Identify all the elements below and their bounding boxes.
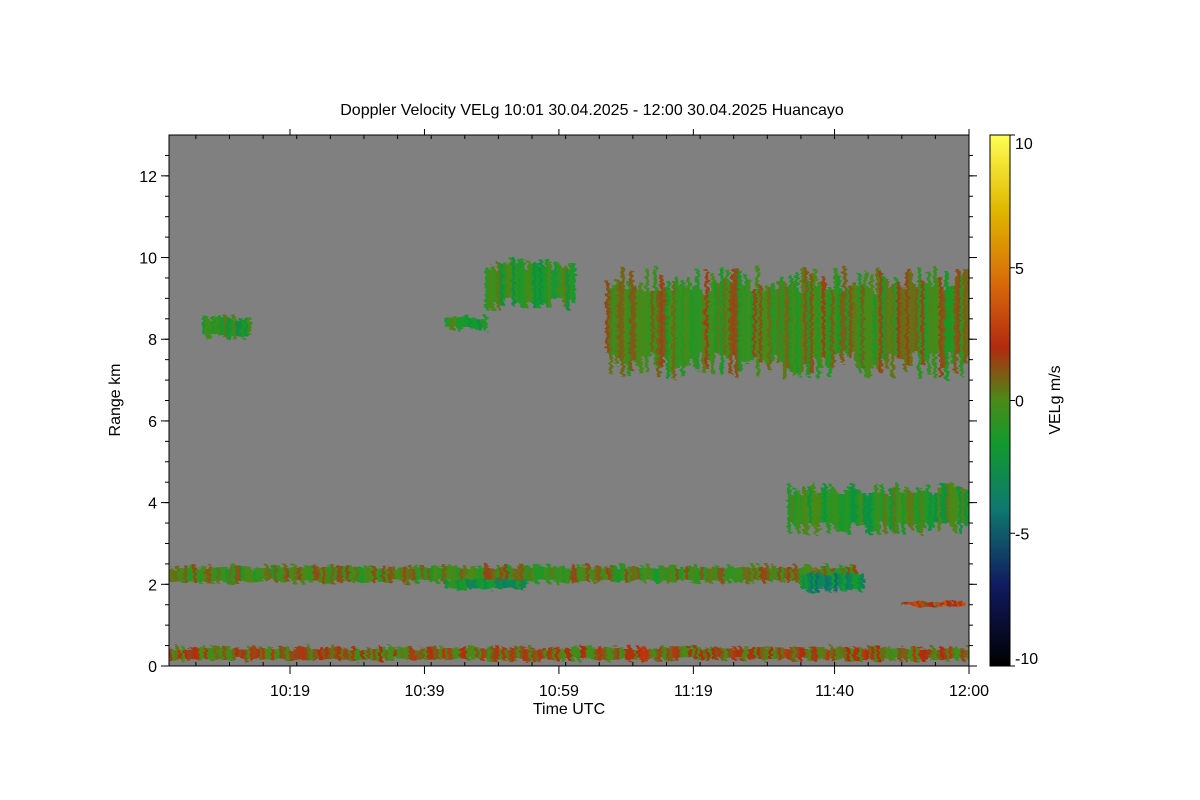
cloud-8-4km-small: [444, 315, 488, 331]
y-tick-label: 4: [148, 496, 157, 513]
x-tick-label: 10:39: [404, 683, 444, 700]
low-cloud-tail: [800, 572, 865, 593]
cloud-4km-layer: [787, 482, 969, 536]
chart-title: Doppler Velocity VELg 10:01 30.04.2025 -…: [340, 102, 844, 119]
y-tick-label: 0: [148, 659, 157, 676]
y-tick-label: 10: [139, 251, 157, 268]
colorbar-tick-label: 0: [1015, 394, 1024, 411]
colorbar: [989, 134, 1011, 667]
y-tick-label: 12: [139, 169, 157, 186]
x-tick-label: 10:59: [539, 683, 579, 700]
colorbar-label: VELg m/s: [1047, 365, 1064, 434]
echo-features: [169, 257, 969, 662]
colorbar-tick-label: -10: [1015, 651, 1038, 668]
x-tick-label: 10:19: [270, 683, 310, 700]
cloud-upper-layer: [606, 265, 969, 380]
colorbar-tick-label: -5: [1015, 526, 1029, 543]
x-tick-label: 11:40: [815, 683, 854, 700]
cloud-9km-mid: [485, 257, 576, 311]
x-axis-label: Time UTC: [533, 701, 605, 718]
axis-ticks: 10:19 10:39 10:59 11:19 11:40 12:00 0 2 4 6 8 10 12: [139, 129, 989, 700]
lower-cloud-patch: [444, 578, 527, 591]
x-tick-label: 12:00: [949, 683, 989, 700]
colorbar-ticks: 10 5 0 -5 -10: [1010, 134, 1038, 668]
y-axis-label: Range km: [107, 364, 124, 437]
near-ground-echo: [169, 645, 969, 662]
y-tick-label: 6: [148, 414, 157, 431]
y-tick-label: 8: [148, 332, 157, 349]
colorbar-tick-label: 10: [1015, 136, 1033, 153]
x-tick-label: 11:19: [674, 683, 713, 700]
cloud-8-5km-left: [202, 315, 252, 340]
y-tick-label: 2: [148, 577, 157, 594]
small-echo-1-5km: [901, 600, 966, 607]
colorbar-tick-label: 5: [1015, 261, 1024, 278]
